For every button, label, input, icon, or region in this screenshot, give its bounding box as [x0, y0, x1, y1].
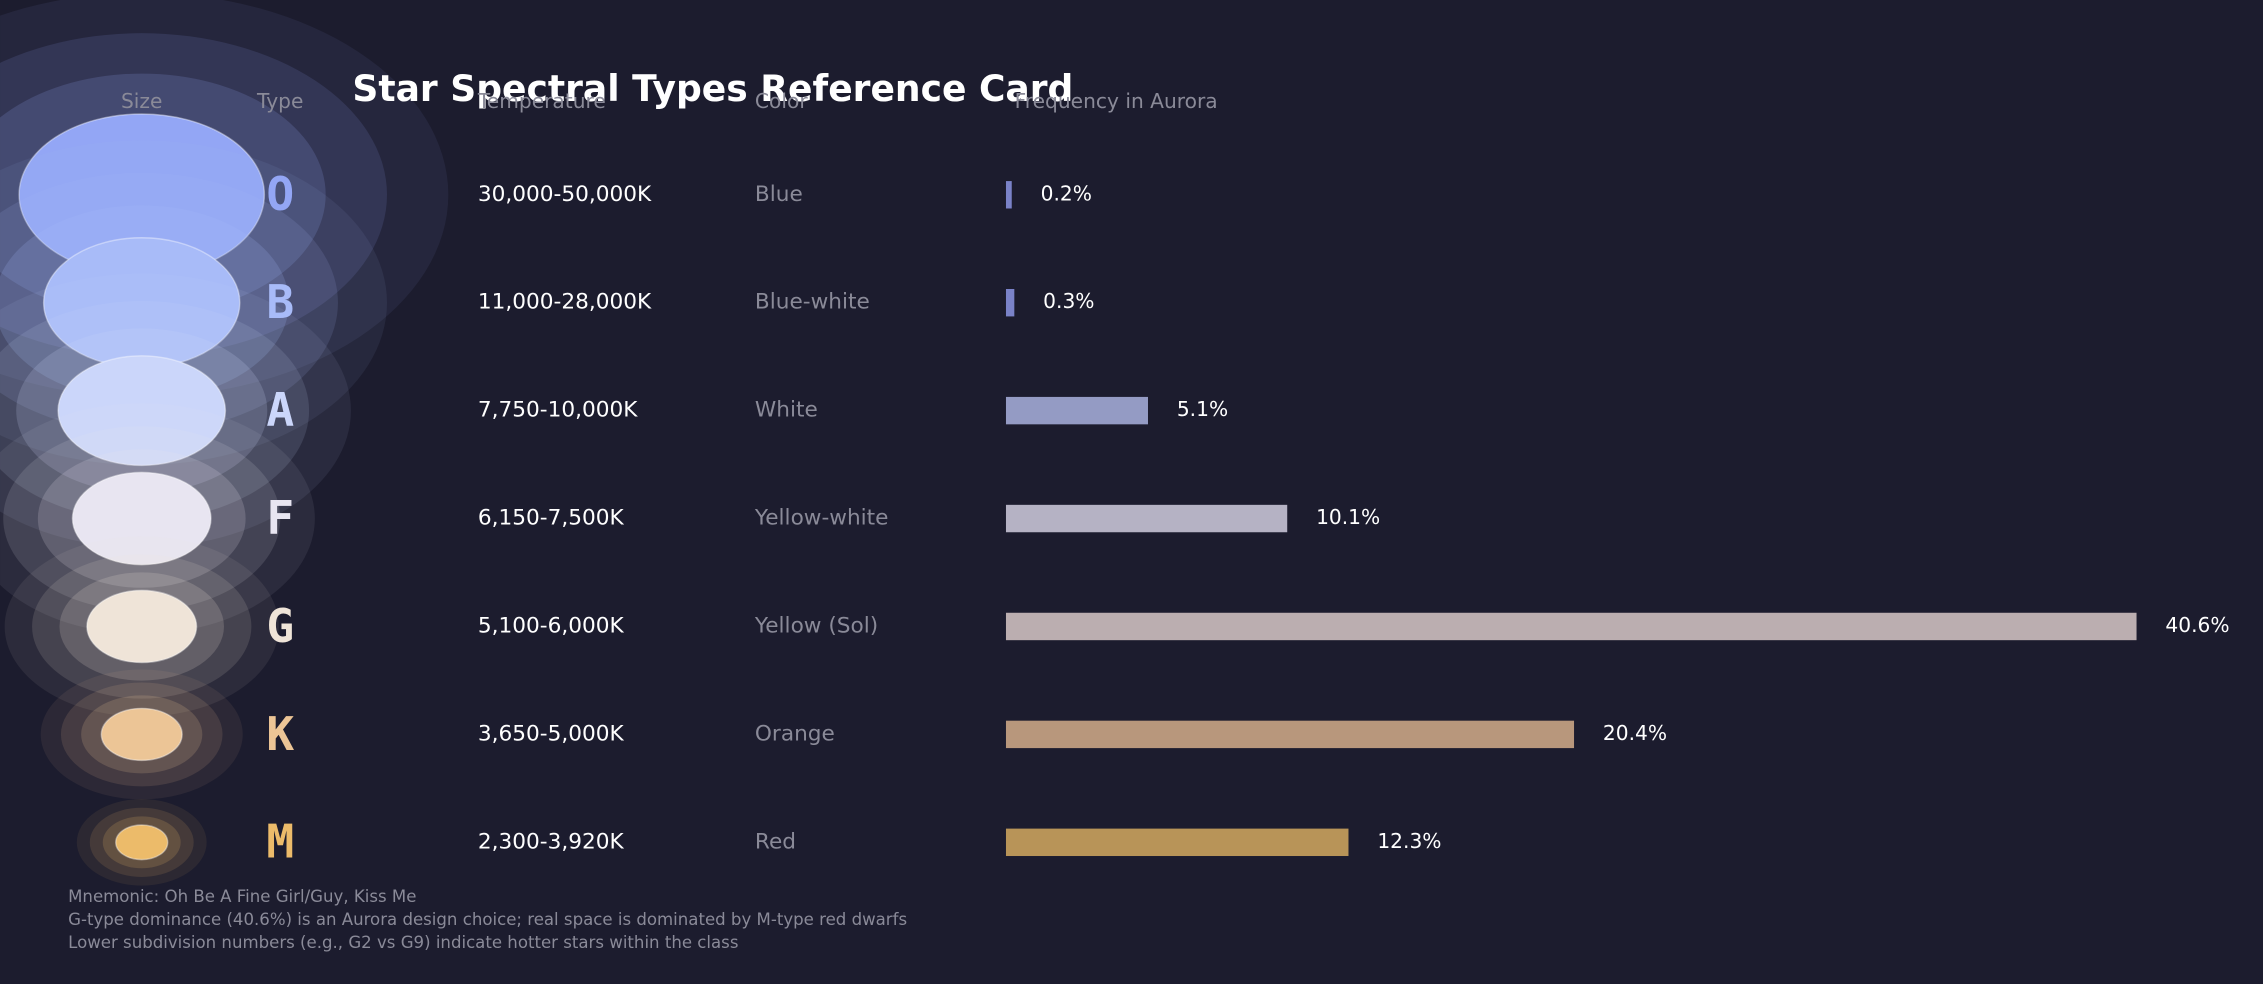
color-name: Yellow-white — [754, 506, 889, 531]
star — [57, 355, 227, 467]
frequency-label: 0.2% — [1041, 181, 1092, 205]
star-column — [0, 0, 449, 886]
color-name: Blue — [755, 182, 803, 207]
temperature: 5,100-6,000K — [478, 613, 625, 638]
footnote: Lower subdivision numbers (e.g., G2 vs G… — [68, 933, 738, 952]
spectral-type: O — [266, 167, 294, 221]
spectral-type: G — [266, 599, 294, 653]
spectral-type: M — [266, 815, 294, 869]
temperature: 3,650-5,000K — [478, 721, 625, 746]
star — [115, 824, 169, 861]
frequency-label: 10.1% — [1316, 505, 1380, 529]
footnote: Mnemonic: Oh Be A Fine Girl/Guy, Kiss Me — [68, 887, 416, 906]
frequency-label: 20.4% — [1603, 721, 1667, 745]
spectral-type: F — [266, 491, 294, 545]
frequency-bar — [1005, 396, 1148, 425]
color-name: Yellow (Sol) — [754, 613, 878, 638]
title: Star Spectral Types Reference Card — [352, 68, 1073, 110]
temperature: 6,150-7,500K — [478, 506, 625, 531]
frequency-bar — [1005, 504, 1288, 533]
star — [86, 589, 198, 664]
temperature: 30,000-50,000K — [478, 182, 652, 207]
frequency-bar — [1005, 720, 1575, 749]
temperature: 7,750-10,000K — [478, 398, 638, 423]
star — [100, 707, 183, 762]
frequency-label: 0.3% — [1043, 289, 1094, 313]
temperature: 11,000-28,000K — [478, 290, 652, 315]
frequency-label: 5.1% — [1177, 397, 1228, 421]
column-header: Temperature — [477, 89, 606, 113]
spectral-type: B — [266, 275, 294, 329]
spectral-type: K — [266, 707, 294, 761]
color-name: Red — [755, 829, 796, 854]
color-name: Orange — [755, 721, 835, 746]
frequency-bar — [1005, 288, 1015, 317]
spectral-type: A — [266, 383, 294, 437]
temperature: 2,300-3,920K — [478, 829, 625, 854]
frequency-bar — [1005, 828, 1349, 857]
column-header: Size — [121, 89, 162, 113]
frequency-bar — [1005, 181, 1012, 209]
frequency-label: 12.3% — [1377, 829, 1441, 853]
footnote: G-type dominance (40.6%) is an Aurora de… — [68, 910, 907, 929]
frequency-label: 40.6% — [2165, 613, 2229, 637]
color-name: White — [755, 398, 818, 423]
column-header: Color — [755, 89, 808, 113]
star — [71, 471, 212, 566]
column-header: Type — [256, 89, 303, 113]
color-name: Blue-white — [755, 290, 870, 315]
frequency-bar — [1005, 612, 2137, 641]
column-header: Frequency in Aurora — [1015, 89, 1218, 113]
